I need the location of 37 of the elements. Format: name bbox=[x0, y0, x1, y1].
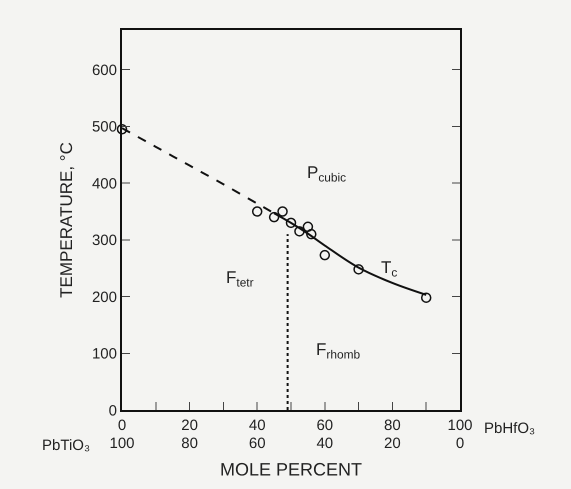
x-tick-label: 100 bbox=[447, 417, 473, 434]
annotation: T$_{c}$ bbox=[381, 258, 398, 280]
y-tick-label: 300 bbox=[92, 232, 117, 250]
point bbox=[294, 226, 305, 237]
point bbox=[320, 250, 330, 260]
x-tick-label: 20 bbox=[181, 417, 198, 434]
point bbox=[306, 228, 317, 240]
y-tick-label: 100 bbox=[92, 346, 117, 363]
x2-tick-label: 80 bbox=[181, 435, 198, 452]
x2-tick-label: 20 bbox=[384, 435, 401, 452]
x-tick-label: 40 bbox=[248, 417, 266, 434]
point bbox=[302, 222, 314, 232]
point bbox=[286, 218, 296, 228]
y-tick-label: 400 bbox=[92, 175, 117, 192]
y-axis-title: TEMPERATURE, °C bbox=[57, 142, 76, 298]
x-axis-title: MOLE PERCENT bbox=[220, 460, 362, 480]
annotation: F$_{tetr}$ bbox=[226, 268, 254, 290]
x2-axis-title: PbTiO₃ bbox=[42, 437, 90, 454]
x-tick-label: 60 bbox=[316, 417, 334, 434]
x-tick-label: 80 bbox=[384, 417, 401, 434]
x2-tick-label: 60 bbox=[248, 435, 266, 452]
point bbox=[268, 212, 280, 222]
y-tick-label: 0 bbox=[108, 402, 117, 420]
x2-tick-label: 40 bbox=[316, 435, 334, 452]
point bbox=[420, 292, 432, 303]
point bbox=[277, 206, 288, 217]
annotation: P$_{cubic}$ bbox=[307, 163, 346, 185]
x2-tick-label: 0 bbox=[456, 435, 464, 452]
y-tick-label: 600 bbox=[92, 62, 117, 79]
point bbox=[116, 124, 128, 134]
point bbox=[252, 206, 262, 217]
point bbox=[353, 264, 364, 275]
annotation: F$_{rhomb}$ bbox=[316, 340, 360, 362]
text: PbHfO₃ bbox=[484, 420, 536, 437]
y-tick-label: 200 bbox=[92, 288, 117, 306]
x2-tick-label: 100 bbox=[109, 435, 135, 452]
y-tick-label: 500 bbox=[92, 118, 117, 136]
